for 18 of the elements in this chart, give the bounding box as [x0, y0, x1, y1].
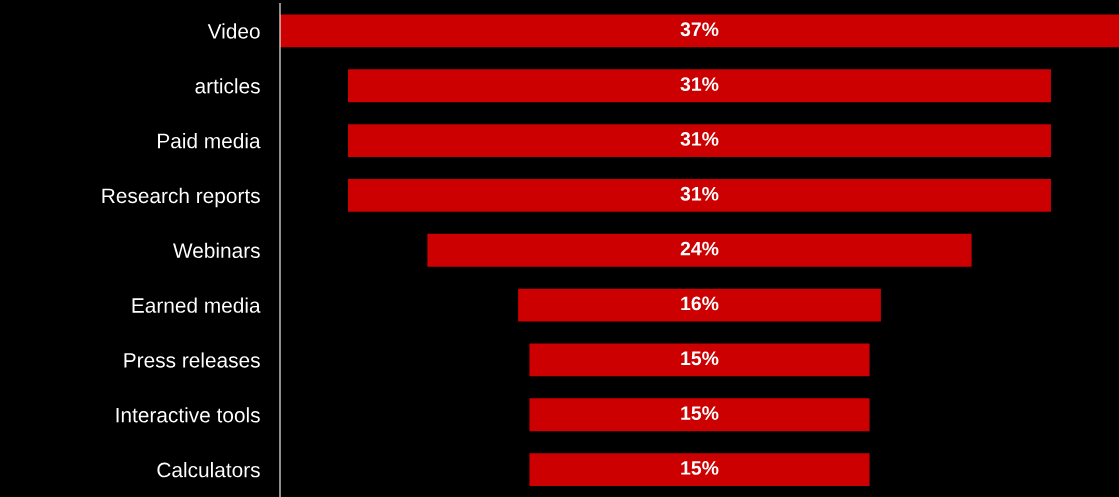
category-label: articles — [195, 78, 260, 94]
data-label: 37% — [680, 22, 719, 37]
category-label: Calculators — [157, 462, 260, 478]
data-label: 15% — [681, 351, 719, 366]
data-label: 31% — [680, 77, 719, 91]
category-label: Earned media — [132, 297, 261, 313]
data-label: 16% — [681, 296, 719, 311]
data-label: 15% — [681, 406, 719, 420]
category-label: Paid media — [158, 133, 261, 149]
category-label: Press releases — [124, 352, 260, 368]
category-label: Interactive tools — [116, 407, 260, 423]
category-label: Webinars — [173, 242, 260, 258]
data-label: 31% — [680, 132, 719, 146]
category-label: Research reports — [102, 187, 260, 208]
category-label: Video — [207, 23, 260, 39]
data-label: 24% — [680, 241, 719, 256]
data-label: 15% — [681, 461, 719, 475]
data-label: 31% — [680, 186, 719, 201]
